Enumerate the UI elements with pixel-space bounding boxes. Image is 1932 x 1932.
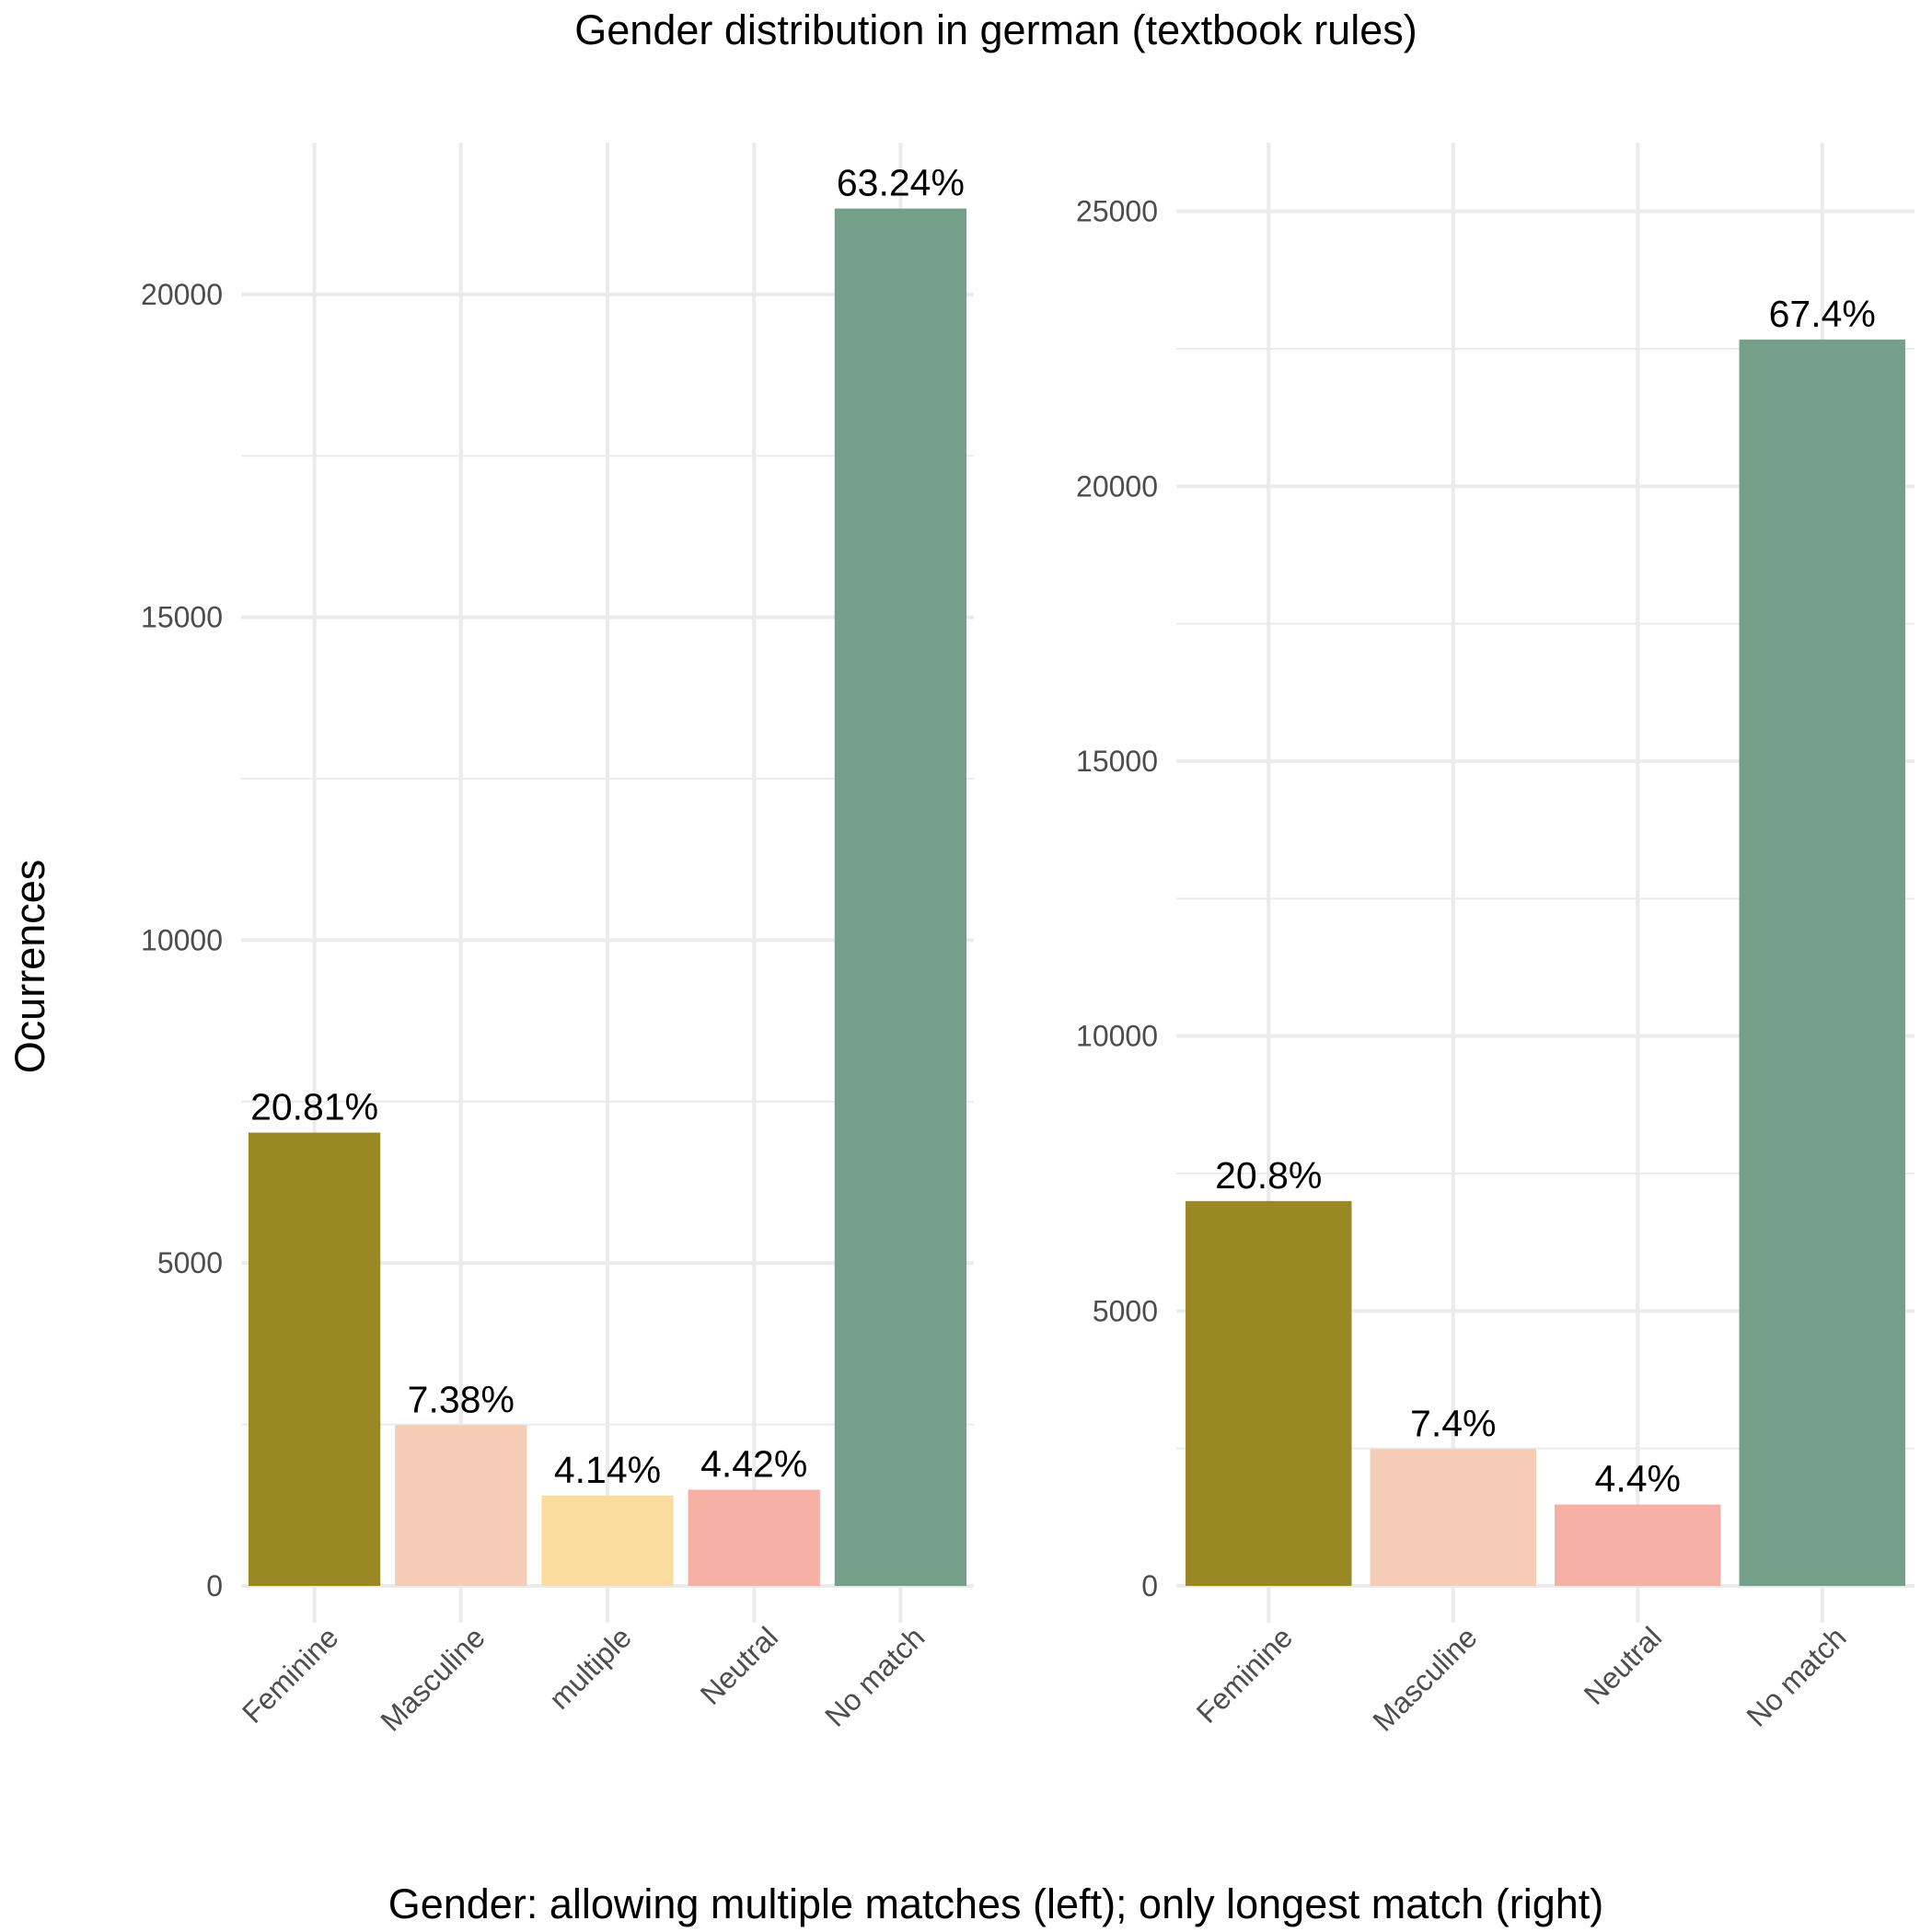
bar-value-label: 7.38%: [408, 1378, 515, 1420]
y-tick-label: 20000: [1076, 469, 1158, 503]
x-tick-label: Feminine: [1190, 1620, 1300, 1730]
y-tick-label: 10000: [141, 923, 223, 956]
bar-no-match: [1739, 339, 1905, 1586]
bar-value-label: 67.4%: [1769, 293, 1876, 335]
y-tick-label: 25000: [1076, 195, 1158, 228]
y-tick-label: 5000: [157, 1246, 223, 1279]
bar-value-label: 7.4%: [1410, 1402, 1496, 1444]
bar-masculine: [395, 1425, 527, 1586]
bar-value-label: 20.81%: [250, 1086, 378, 1128]
bar-value-label: 4.14%: [554, 1449, 661, 1491]
bar-neutral: [1555, 1504, 1721, 1586]
chart-title: Gender distribution in german (textbook …: [574, 6, 1417, 53]
x-axis-title: Gender: allowing multiple matches (left)…: [388, 1880, 1604, 1927]
y-axis-title: Ocurrences: [6, 860, 53, 1074]
x-tick-label: Neutral: [1578, 1620, 1668, 1710]
left-panel: 0 5000 10000 15000 20000 20.81% Feminine 7.38% M…: [141, 143, 974, 1738]
x-tick-label: No match: [1740, 1620, 1852, 1732]
x-tick-label: Feminine: [236, 1620, 345, 1730]
bar-value-label: 20.8%: [1215, 1154, 1322, 1197]
bar-value-label: 4.4%: [1595, 1458, 1681, 1500]
y-tick-label: 0: [1141, 1569, 1158, 1602]
bar-multiple: [541, 1495, 674, 1586]
right-panel: 0 5000 10000 15000 20000 25000 20.8% Feminine 7.…: [1076, 143, 1915, 1738]
bar-neutral: [688, 1489, 820, 1586]
y-tick-label: 20000: [141, 278, 223, 311]
bar-value-label: 4.42%: [700, 1442, 807, 1485]
y-tick-label: 15000: [141, 601, 223, 634]
y-tick-label: 15000: [1076, 745, 1158, 778]
y-tick-label: 0: [206, 1569, 223, 1602]
y-tick-label: 5000: [1093, 1294, 1158, 1327]
x-tick-label: Masculine: [1366, 1620, 1483, 1737]
bar-no-match: [834, 208, 967, 1587]
x-tick-label: Masculine: [374, 1620, 491, 1737]
bar-value-label: 63.24%: [837, 162, 965, 204]
x-tick-label: multiple: [543, 1620, 638, 1715]
x-tick-label: No match: [818, 1620, 931, 1732]
bar-feminine: [248, 1132, 381, 1586]
bar-masculine: [1370, 1449, 1536, 1586]
bar-feminine: [1186, 1200, 1352, 1586]
y-tick-label: 10000: [1076, 1020, 1158, 1053]
x-tick-label: Neutral: [694, 1620, 784, 1710]
